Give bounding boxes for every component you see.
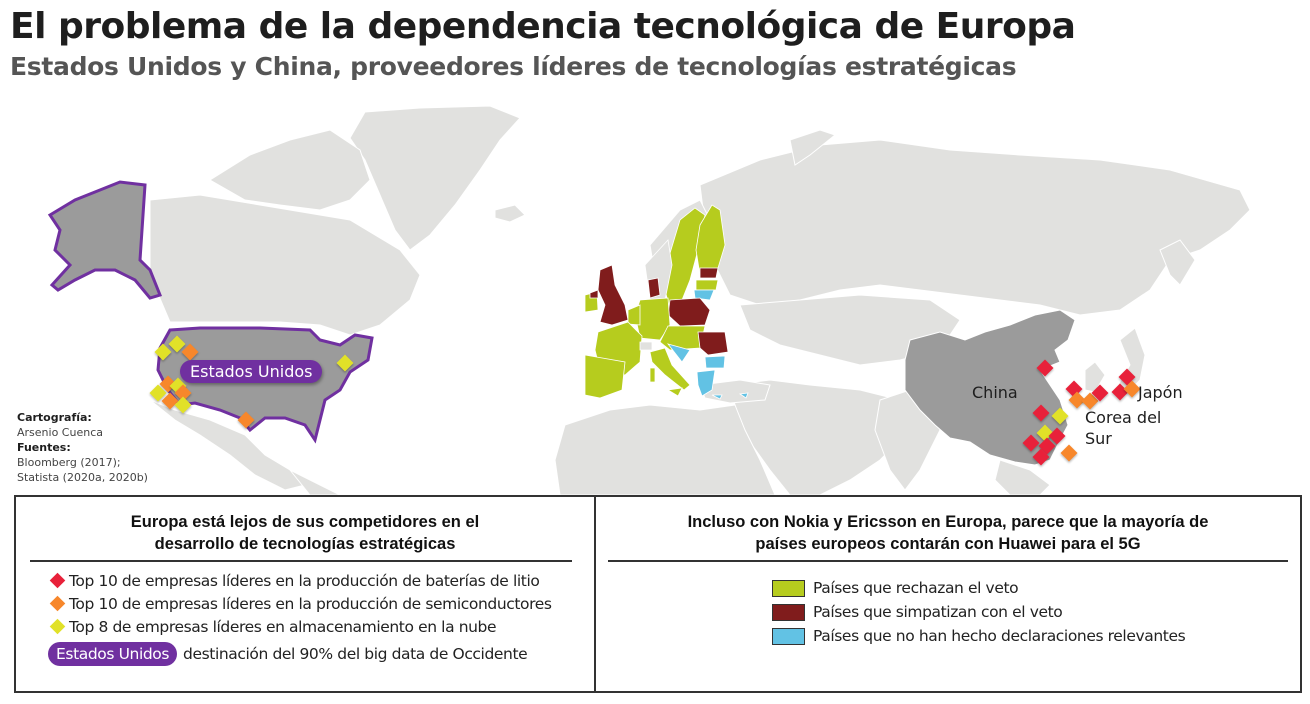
semiconductors-diamond-marker-icon xyxy=(174,384,192,402)
russia xyxy=(699,139,1251,316)
divider xyxy=(30,560,572,562)
semiconductors-diamond-marker-icon xyxy=(1060,444,1078,462)
legend-item-sympathize-veto: Países que simpatizan con el veto xyxy=(772,600,1185,624)
switzerland xyxy=(639,341,653,351)
5g-heading-line2: países europeos contarán con Huawei para… xyxy=(755,535,1141,553)
south-korea-label-line1: Corea del xyxy=(1085,408,1162,427)
benelux xyxy=(627,304,641,326)
crete xyxy=(711,394,723,400)
legend-item-cloud: Top 8 de empresas líderes en almacenamie… xyxy=(48,615,552,638)
legend-label: Países que simpatizan con el veto xyxy=(813,603,1063,621)
legend-label: Top 10 de empresas líderes en la producc… xyxy=(69,594,552,613)
semiconductors-diamond-marker-icon xyxy=(181,343,199,361)
sources-heading: Fuentes: xyxy=(17,441,71,454)
legend-label: Países que no han hecho declaraciones re… xyxy=(813,627,1186,645)
green-swatch-icon xyxy=(772,579,805,597)
legend-item-semiconductors: Top 10 de empresas líderes en la producc… xyxy=(48,592,552,615)
technology-heading-line2: desarrollo de tecnologías estratégicas xyxy=(154,535,456,553)
legend-panel: Europa está lejos de sus competidores en… xyxy=(14,495,1302,693)
cloud-diamond-marker-icon xyxy=(154,343,172,361)
legend-item-no-statement: Países que no han hecho declaraciones re… xyxy=(772,624,1186,648)
cloud-diamond-marker-icon xyxy=(168,335,186,353)
orange-diamond-icon xyxy=(49,595,66,612)
cyprus xyxy=(738,392,749,399)
us-pill-badge: Estados Unidos xyxy=(48,642,178,666)
map-canvas xyxy=(47,105,1251,496)
technology-heading-line1: Europa está lejos de sus competidores en… xyxy=(130,513,480,531)
blue-swatch-icon xyxy=(772,627,805,645)
technology-legend-heading: Europa está lejos de sus competidores en… xyxy=(16,511,594,555)
alaska xyxy=(47,180,163,300)
legend-label: Top 10 de empresas líderes en la producc… xyxy=(69,571,540,590)
semiconductors-diamond-marker-icon xyxy=(161,392,179,410)
romania xyxy=(697,331,729,356)
yellow-diamond-icon xyxy=(49,618,66,635)
canadian-arctic xyxy=(209,129,371,211)
sicily xyxy=(666,387,683,397)
italy xyxy=(649,347,691,391)
nova-zemlya xyxy=(789,129,837,166)
north-africa xyxy=(554,404,776,496)
semiconductors-diamond-marker-icon xyxy=(237,411,255,429)
northern-ireland xyxy=(589,289,599,299)
red-diamond-icon xyxy=(49,572,66,589)
world-map: Estados Unidos China Japón Corea del Sur… xyxy=(0,100,1310,496)
cloud-diamond-marker-icon xyxy=(336,354,354,372)
bulgaria xyxy=(704,355,726,369)
cloud-diamond-marker-icon xyxy=(149,384,167,402)
infographic-title: El problema de la dependencia tecnológic… xyxy=(10,6,1076,47)
iceland xyxy=(494,204,526,223)
china xyxy=(904,309,1076,466)
technology-legend: Europa está lejos de sus competidores en… xyxy=(16,497,596,691)
canada xyxy=(149,194,421,336)
cloud-diamond-marker-icon xyxy=(174,396,192,414)
us-map-label: Estados Unidos xyxy=(180,360,323,383)
legend-label: Países que rechazan el veto xyxy=(813,579,1019,597)
source-2: Statista (2020a, 2020b) xyxy=(17,471,148,484)
5g-heading-line1: Incluso con Nokia y Ericsson en Europa, … xyxy=(687,513,1209,531)
legend-item-big-data: Estados Unidos destinación del 90% del b… xyxy=(48,642,552,666)
legend-label: Top 8 de empresas líderes en almacenamie… xyxy=(69,617,497,636)
denmark xyxy=(647,277,661,299)
finland xyxy=(695,204,726,276)
estonia xyxy=(699,267,719,279)
uk xyxy=(597,264,629,326)
greece xyxy=(696,369,716,397)
technology-legend-items: Top 10 de empresas líderes en la producc… xyxy=(48,569,552,666)
5g-legend-items: Países que rechazan el veto Países que s… xyxy=(772,576,1186,648)
japan-map-label: Japón xyxy=(1138,383,1183,402)
legend-item-lithium: Top 10 de empresas líderes en la producc… xyxy=(48,569,552,592)
cartography-heading: Cartografía: xyxy=(17,411,92,424)
czech-austria-slovakia-hungary xyxy=(659,325,706,351)
5g-legend: Incluso con Nokia y Ericsson en Europa, … xyxy=(596,497,1300,691)
greenland xyxy=(349,105,521,251)
south-korea-label-line2: Sur xyxy=(1085,428,1112,448)
south-korea-map-label: Corea del Sur xyxy=(1085,408,1161,450)
cartography-author: Arsenio Cuenca xyxy=(17,426,103,439)
spain-portugal xyxy=(584,354,626,399)
sardinia xyxy=(649,367,656,383)
dark-red-swatch-icon xyxy=(772,603,805,621)
kamchatka xyxy=(1159,239,1196,286)
croatia-slovenia xyxy=(666,343,691,363)
lithuania xyxy=(693,289,715,301)
korea-japan-land xyxy=(1084,361,1106,393)
5g-legend-heading: Incluso con Nokia y Ericsson en Europa, … xyxy=(596,511,1300,555)
poland xyxy=(667,297,711,327)
divider xyxy=(608,560,1288,562)
legend-item-reject-veto: Países que rechazan el veto xyxy=(772,576,1185,600)
map-credits: Cartografía: Arsenio Cuenca Fuentes: Blo… xyxy=(17,410,148,485)
latvia xyxy=(695,279,719,291)
infographic-subtitle: Estados Unidos y China, proveedores líde… xyxy=(10,52,1017,81)
china-map-label: China xyxy=(972,383,1018,402)
source-1: Bloomberg (2017); xyxy=(17,456,121,469)
southeast-asia xyxy=(994,459,1051,496)
legend-label: destinación del 90% del big data de Occi… xyxy=(183,645,528,663)
